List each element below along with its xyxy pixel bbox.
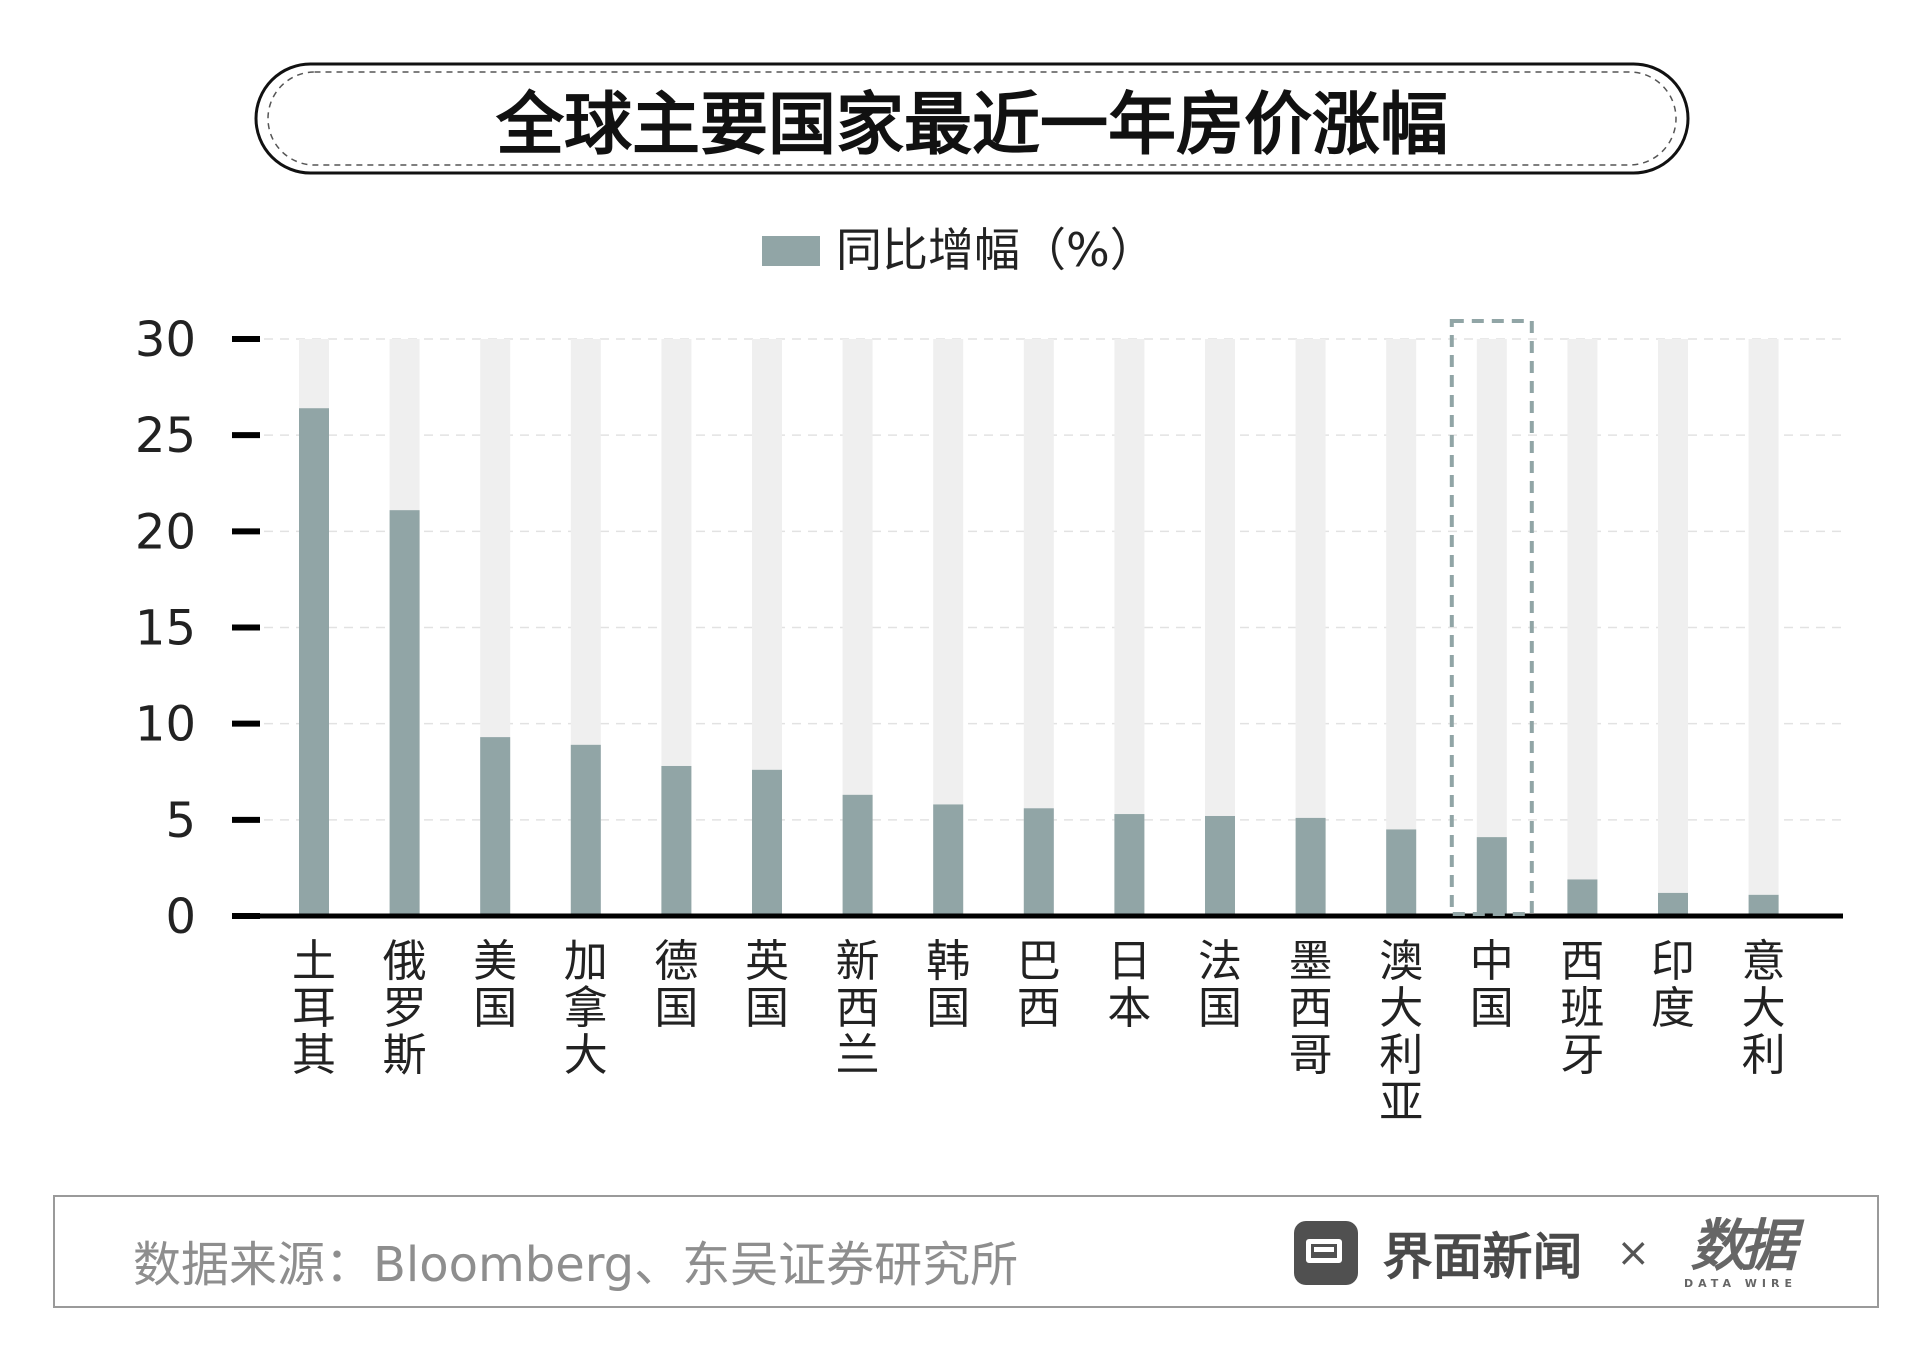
- bar-12: [1295, 817, 1326, 916]
- bar-track: [1386, 339, 1417, 916]
- chart-title: 全球主要国家最近一年房价涨幅: [495, 86, 1448, 165]
- x-tick-label: 西班牙: [1560, 936, 1604, 1081]
- data-wire-logo-sub: DATA WIRE: [1684, 1276, 1797, 1290]
- title-frame: [254, 62, 1690, 175]
- legend-swatch: [762, 236, 820, 266]
- y-tick-label: 30: [135, 312, 196, 368]
- bar-2: [389, 510, 420, 916]
- bar-17: [1748, 894, 1779, 916]
- source-footer: 数据来源：Bloomberg、东吴证券研究所 界面新闻 × 数据 DATA WI…: [53, 1195, 1879, 1308]
- bar-track: [1567, 339, 1598, 916]
- bar-7: [842, 794, 873, 916]
- bar-1: [299, 408, 329, 916]
- bar-track: [1658, 339, 1688, 916]
- brand-group: 界面新闻 × 数据 DATA WIRE: [1294, 1215, 1797, 1291]
- bar-16: [1658, 892, 1688, 916]
- bar-11: [1205, 815, 1235, 916]
- bar-8: [933, 804, 964, 916]
- bar-track: [1748, 339, 1779, 916]
- jiemian-logo-icon: [1294, 1221, 1359, 1285]
- x-tick-label: 德国: [654, 936, 698, 1034]
- x-tick-label: 墨西哥: [1289, 936, 1333, 1081]
- x-tick-label: 法国: [1198, 936, 1242, 1034]
- x-tick-label: 韩国: [926, 936, 970, 1034]
- y-tick-label: 25: [135, 408, 196, 464]
- brand-name: 界面新闻: [1382, 1228, 1583, 1286]
- x-tick-label: 巴西: [1017, 936, 1061, 1034]
- x-tick-label: 加拿大: [564, 936, 608, 1081]
- bar-4: [570, 744, 601, 916]
- bars: [299, 408, 1779, 916]
- y-tick-label: 5: [165, 793, 196, 849]
- y-tick-label: 20: [135, 504, 196, 560]
- y-tick-label: 0: [165, 889, 196, 945]
- bar-6: [752, 769, 782, 916]
- title-frame-dashed: [267, 71, 1677, 166]
- x-tick-label: 意大利: [1742, 936, 1786, 1081]
- data-wire-logo-mark: 数据: [1690, 1213, 1797, 1279]
- y-axis: 0 5 10 15 20 25 30: [135, 312, 260, 945]
- bar-13: [1386, 829, 1417, 916]
- data-wire-logo: 数据 DATA WIRE: [1684, 1213, 1797, 1290]
- x-tick-label: 俄罗斯: [383, 936, 427, 1081]
- x-tick-label: 新西兰: [836, 936, 880, 1081]
- x-tick-label: 英国: [745, 936, 789, 1034]
- source-text: 数据来源：Bloomberg、东吴证券研究所: [133, 1237, 1019, 1293]
- bar-9: [1023, 808, 1054, 916]
- legend-label: 同比增幅（%）: [836, 223, 1156, 277]
- bar-3: [480, 737, 511, 916]
- x-tick-label: 印度: [1651, 936, 1695, 1034]
- x-tick-label: 中国: [1470, 936, 1514, 1034]
- x-tick-label: 日本: [1107, 936, 1151, 1034]
- y-tick-label: 10: [135, 697, 196, 753]
- x-tick-label: 美国: [473, 936, 517, 1034]
- x-tick-label: 澳大利亚: [1379, 936, 1423, 1128]
- x-tick-label: 土耳其: [292, 936, 336, 1081]
- bar-track: [1476, 339, 1507, 916]
- brand-times: ×: [1616, 1230, 1650, 1276]
- bar-5: [661, 765, 692, 916]
- bar-15: [1567, 879, 1598, 916]
- y-tick-label: 15: [135, 601, 196, 657]
- bar-14: [1476, 837, 1507, 916]
- bar-10: [1114, 814, 1145, 916]
- highlight-box-china: [1449, 319, 1534, 916]
